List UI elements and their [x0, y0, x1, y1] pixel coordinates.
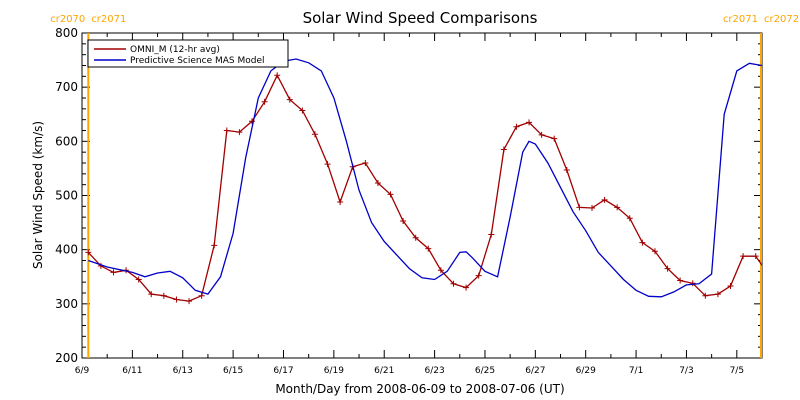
x-axis-label: Month/Day from 2008-06-09 to 2008-07-06 …	[275, 382, 564, 396]
data-point	[538, 131, 545, 138]
data-point	[324, 161, 331, 168]
x-tick-label: 6/29	[576, 366, 596, 376]
x-tick-label: 6/11	[122, 366, 142, 376]
x-tick-label: 6/23	[424, 366, 444, 376]
data-point	[437, 267, 444, 274]
data-point	[601, 196, 608, 203]
x-tick-label: 7/1	[629, 366, 643, 376]
data-point	[563, 167, 570, 174]
x-tick-label: 7/5	[730, 366, 744, 376]
data-point	[714, 291, 721, 298]
plot-frame	[81, 32, 763, 359]
data-point	[551, 135, 558, 142]
data-point	[135, 276, 142, 283]
x-tick-label: 6/13	[173, 366, 193, 376]
data-point	[311, 131, 318, 138]
axis-ticks: 200 300 400 500 600 700 800 6/9 6/11 6/13 6/15 6/17…	[55, 26, 762, 376]
y-tick-label: 800	[55, 26, 78, 40]
y-tick-label: 700	[55, 80, 78, 94]
data-point	[173, 296, 180, 303]
data-point	[765, 271, 771, 277]
series-layer	[85, 58, 771, 305]
carrington-label-right: cr2072	[764, 14, 799, 25]
data-point	[198, 292, 205, 299]
data-point	[626, 215, 633, 222]
y-tick-label: 500	[55, 189, 78, 203]
y-tick-label: 600	[55, 134, 78, 148]
x-tick-label: 6/15	[223, 366, 243, 376]
y-tick-label: 200	[55, 351, 78, 365]
data-point	[664, 265, 671, 272]
data-point	[677, 277, 684, 284]
data-point	[500, 146, 507, 153]
data-point	[513, 123, 520, 130]
data-point	[425, 245, 432, 252]
data-point	[463, 284, 470, 291]
data-point	[387, 191, 394, 198]
data-point	[110, 269, 117, 276]
data-point	[85, 249, 92, 256]
data-point	[651, 248, 658, 255]
x-tick-label: 6/27	[525, 366, 545, 376]
data-point	[589, 204, 595, 211]
x-tick-label: 6/19	[324, 366, 344, 376]
data-point	[614, 204, 621, 211]
y-tick-label: 400	[55, 243, 78, 257]
x-tick-label: 6/9	[75, 366, 90, 376]
x-tick-label: 7/3	[679, 366, 693, 376]
legend-label: OMNI_M (12-hr avg)	[130, 45, 220, 55]
legend-label: Predictive Science MAS Model	[130, 56, 265, 66]
data-point	[186, 298, 193, 305]
series-line-0	[87, 73, 762, 302]
data-point	[374, 180, 381, 187]
data-point	[412, 234, 419, 241]
data-point	[639, 239, 646, 246]
data-point	[211, 242, 218, 249]
data-point	[727, 282, 734, 289]
data-point	[475, 272, 482, 279]
x-tick-label: 6/21	[374, 366, 394, 376]
data-point	[752, 253, 759, 260]
data-point	[450, 280, 457, 287]
data-point	[160, 292, 167, 299]
data-point	[576, 204, 583, 211]
x-tick-label: 6/17	[273, 366, 293, 376]
data-point	[337, 199, 344, 205]
data-point	[689, 280, 696, 287]
carrington-label-right: cr2071	[91, 14, 126, 25]
data-point	[400, 217, 407, 224]
data-point	[740, 253, 747, 260]
data-point	[526, 119, 533, 126]
data-point	[148, 291, 155, 298]
y-tick-label: 300	[55, 297, 78, 311]
data-point	[236, 129, 243, 136]
data-point	[223, 127, 230, 134]
data-point	[702, 292, 709, 299]
data-point	[261, 98, 268, 105]
carrington-label-left: cr2070	[50, 14, 85, 25]
carrington-label-left: cr2071	[723, 14, 758, 25]
data-point	[286, 96, 293, 103]
legend: OMNI_M (12-hr avg)Predictive Science MAS…	[87, 39, 289, 68]
chart-title: Solar Wind Speed Comparisons	[303, 9, 538, 27]
series-line-1	[88, 58, 762, 298]
x-tick-label: 6/25	[475, 366, 495, 376]
y-axis-label: Solar Wind Speed (km/s)	[31, 121, 45, 269]
legend-box	[87, 39, 289, 68]
data-point	[274, 72, 281, 79]
data-point	[362, 160, 369, 166]
carrington-markers: cr2070 cr2071 cr2071 cr2072	[50, 14, 799, 358]
data-point	[299, 107, 306, 114]
data-point	[488, 231, 495, 238]
